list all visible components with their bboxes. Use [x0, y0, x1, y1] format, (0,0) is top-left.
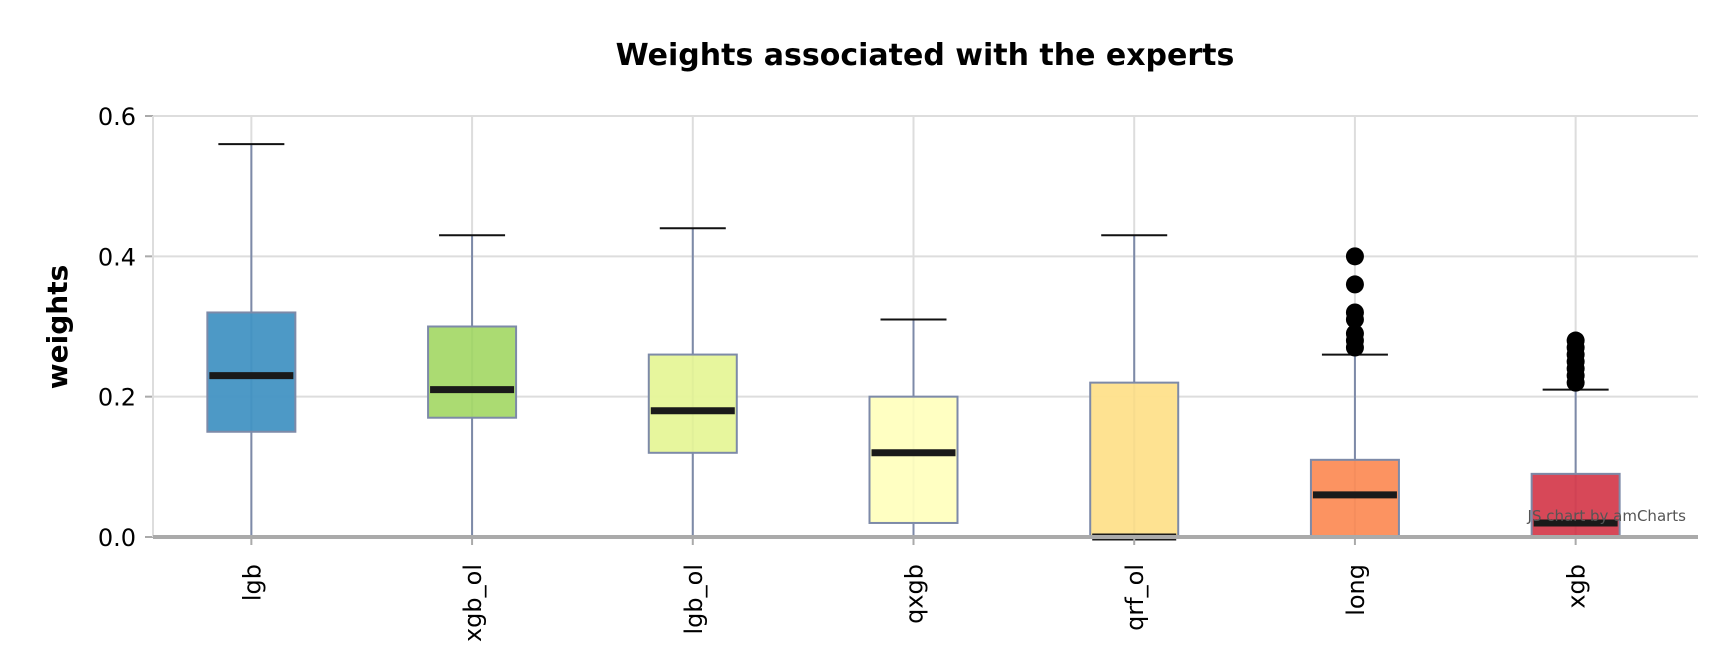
iqr-box	[427, 325, 518, 419]
box-lgb_ol	[647, 227, 738, 537]
x-tick-label: xgb	[1563, 564, 1591, 609]
iqr-box	[868, 395, 959, 524]
iqr-box	[206, 311, 297, 433]
x-tick-label: lgb	[238, 564, 266, 601]
iqr-box	[647, 353, 738, 454]
box-xgb_ol	[427, 234, 518, 537]
outlier-point	[1345, 275, 1364, 294]
outlier-point	[1345, 324, 1364, 343]
y-tick-label: 0.6	[98, 103, 136, 131]
chart-title: Weights associated with the experts	[616, 38, 1235, 73]
outlier-point	[1566, 331, 1585, 350]
axis-layer: 0.0 0.2 0.4 0.6 lgb xgb_ol lgb_ol qxgb qrf_ol lon…	[98, 103, 1698, 642]
box-qxgb	[868, 318, 959, 537]
box-qrf_ol	[1089, 234, 1180, 541]
box-long	[1309, 247, 1400, 539]
outlier-point	[1345, 303, 1364, 322]
box-layer	[206, 143, 1621, 541]
iqr-box	[1530, 472, 1621, 539]
y-axis-label: weights	[41, 265, 74, 389]
y-tick-label: 0.4	[98, 243, 136, 271]
chart-credit[interactable]: JS chart by amCharts	[1527, 507, 1687, 525]
x-tick-label: qxgb	[901, 564, 929, 624]
y-tick-label: 0.0	[98, 524, 136, 552]
box-lgb	[206, 143, 297, 537]
x-tick-label: qrf_ol	[1121, 564, 1149, 631]
outlier-point	[1345, 247, 1364, 266]
iqr-box	[1309, 458, 1400, 539]
box-xgb	[1530, 331, 1621, 539]
x-tick-label: xgb_ol	[459, 564, 487, 642]
iqr-box	[1089, 381, 1180, 538]
x-tick-label: lgb_ol	[680, 564, 708, 635]
x-tick-label: long	[1342, 564, 1370, 616]
y-tick-label: 0.2	[98, 384, 136, 412]
